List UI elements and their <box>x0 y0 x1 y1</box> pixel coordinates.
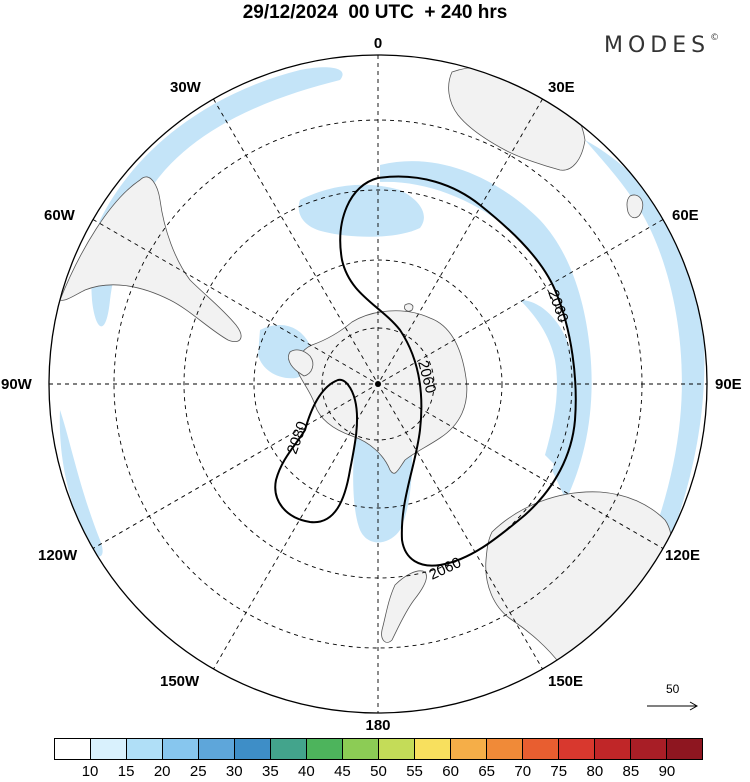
legend-tick-label: 85 <box>622 763 640 780</box>
legend-swatch <box>595 739 631 759</box>
legend-swatch <box>415 739 451 759</box>
longitude-labels: 0 30E 60E 90E 120E 150E 180 150W 120W 90… <box>1 35 742 734</box>
lon-label-0: 0 <box>374 35 382 52</box>
legend-swatch <box>199 739 235 759</box>
antarctic-peninsula <box>288 349 314 377</box>
lon-label-150e: 150E <box>548 673 583 690</box>
legend-swatch <box>271 739 307 759</box>
contour-2060 <box>339 175 577 567</box>
legend-swatch <box>307 739 343 759</box>
legend-tick-label: 65 <box>478 763 495 780</box>
legend-tick-label: 40 <box>298 763 315 780</box>
jet-band-east-inner <box>520 300 577 470</box>
legend-swatch <box>55 739 91 759</box>
brand-name: MODES <box>604 33 711 58</box>
polar-map: 2060 2060 2060 2080 0 30E 60E 90E 120E 1… <box>1 35 742 734</box>
lon-label-90w: 90W <box>1 376 33 393</box>
lon-label-90e: 90E <box>715 376 742 393</box>
legend-tick-label: 55 <box>406 763 423 780</box>
legend-swatch <box>487 739 523 759</box>
legend-tick-label: 15 <box>117 763 135 780</box>
legend-tick-label: 75 <box>550 763 568 780</box>
lon-label-120e: 120E <box>665 547 700 564</box>
jet-band-northeast <box>380 161 592 500</box>
color-legend <box>54 738 703 760</box>
contour-2080 <box>274 378 359 524</box>
legend-tick-label: 20 <box>153 763 171 780</box>
legend-swatch <box>559 739 595 759</box>
lon-label-120w: 120W <box>38 547 78 564</box>
height-contours <box>274 175 577 567</box>
map-title: 29/12/2024 00 UTC + 240 hrs <box>242 2 508 23</box>
latitude-circle <box>253 259 503 509</box>
legend-swatch <box>91 739 127 759</box>
legend-swatch <box>127 739 163 759</box>
legend-swatch <box>379 739 415 759</box>
legend-tick-label: 90 <box>658 763 676 780</box>
lon-label-60w: 60W <box>44 207 76 224</box>
jet-band-outer-east <box>585 140 705 668</box>
legend-swatch <box>163 739 199 759</box>
vector-reference-label: 50 <box>666 682 680 696</box>
south-pole-marker <box>375 381 381 387</box>
madagascar <box>626 194 644 219</box>
legend-swatch <box>667 739 702 759</box>
legend-swatch <box>451 739 487 759</box>
legend-tick-label: 35 <box>261 763 279 780</box>
legend-tick-label: 10 <box>81 763 99 780</box>
legend-tick-label: 30 <box>225 763 243 780</box>
vector-reference-arrow <box>647 701 699 711</box>
map-disk <box>49 55 707 713</box>
lon-label-30w: 30W <box>170 79 202 96</box>
brand-logo: MODES© <box>604 33 719 58</box>
legend-tick-label: 80 <box>586 763 604 780</box>
legend-tick-label: 50 <box>370 763 387 780</box>
south-georgia <box>404 303 414 312</box>
lon-label-180: 180 <box>365 717 390 734</box>
legend-tick-label: 25 <box>189 763 207 780</box>
legend-tick-labels: 10 15 20 25 30 35 40 45 50 55 60 65 70 75 80 85 90 <box>54 763 703 781</box>
copyright-mark: © <box>710 32 720 43</box>
jet-band-north <box>298 184 424 237</box>
legend-swatch <box>523 739 559 759</box>
legend-swatch <box>631 739 667 759</box>
legend-tick-label: 45 <box>334 763 351 780</box>
lon-label-150w: 150W <box>160 673 200 690</box>
legend-swatch <box>343 739 379 759</box>
south-america <box>59 176 242 342</box>
lon-label-30e: 30E <box>548 79 575 96</box>
legend-tick-label: 70 <box>514 763 532 780</box>
legend-tick-label: 60 <box>442 763 459 780</box>
legend-swatch <box>235 739 271 759</box>
map-boundary <box>48 54 708 714</box>
lon-label-60e: 60E <box>672 207 699 224</box>
new-zealand <box>381 570 427 643</box>
jet-band-west <box>59 410 103 557</box>
